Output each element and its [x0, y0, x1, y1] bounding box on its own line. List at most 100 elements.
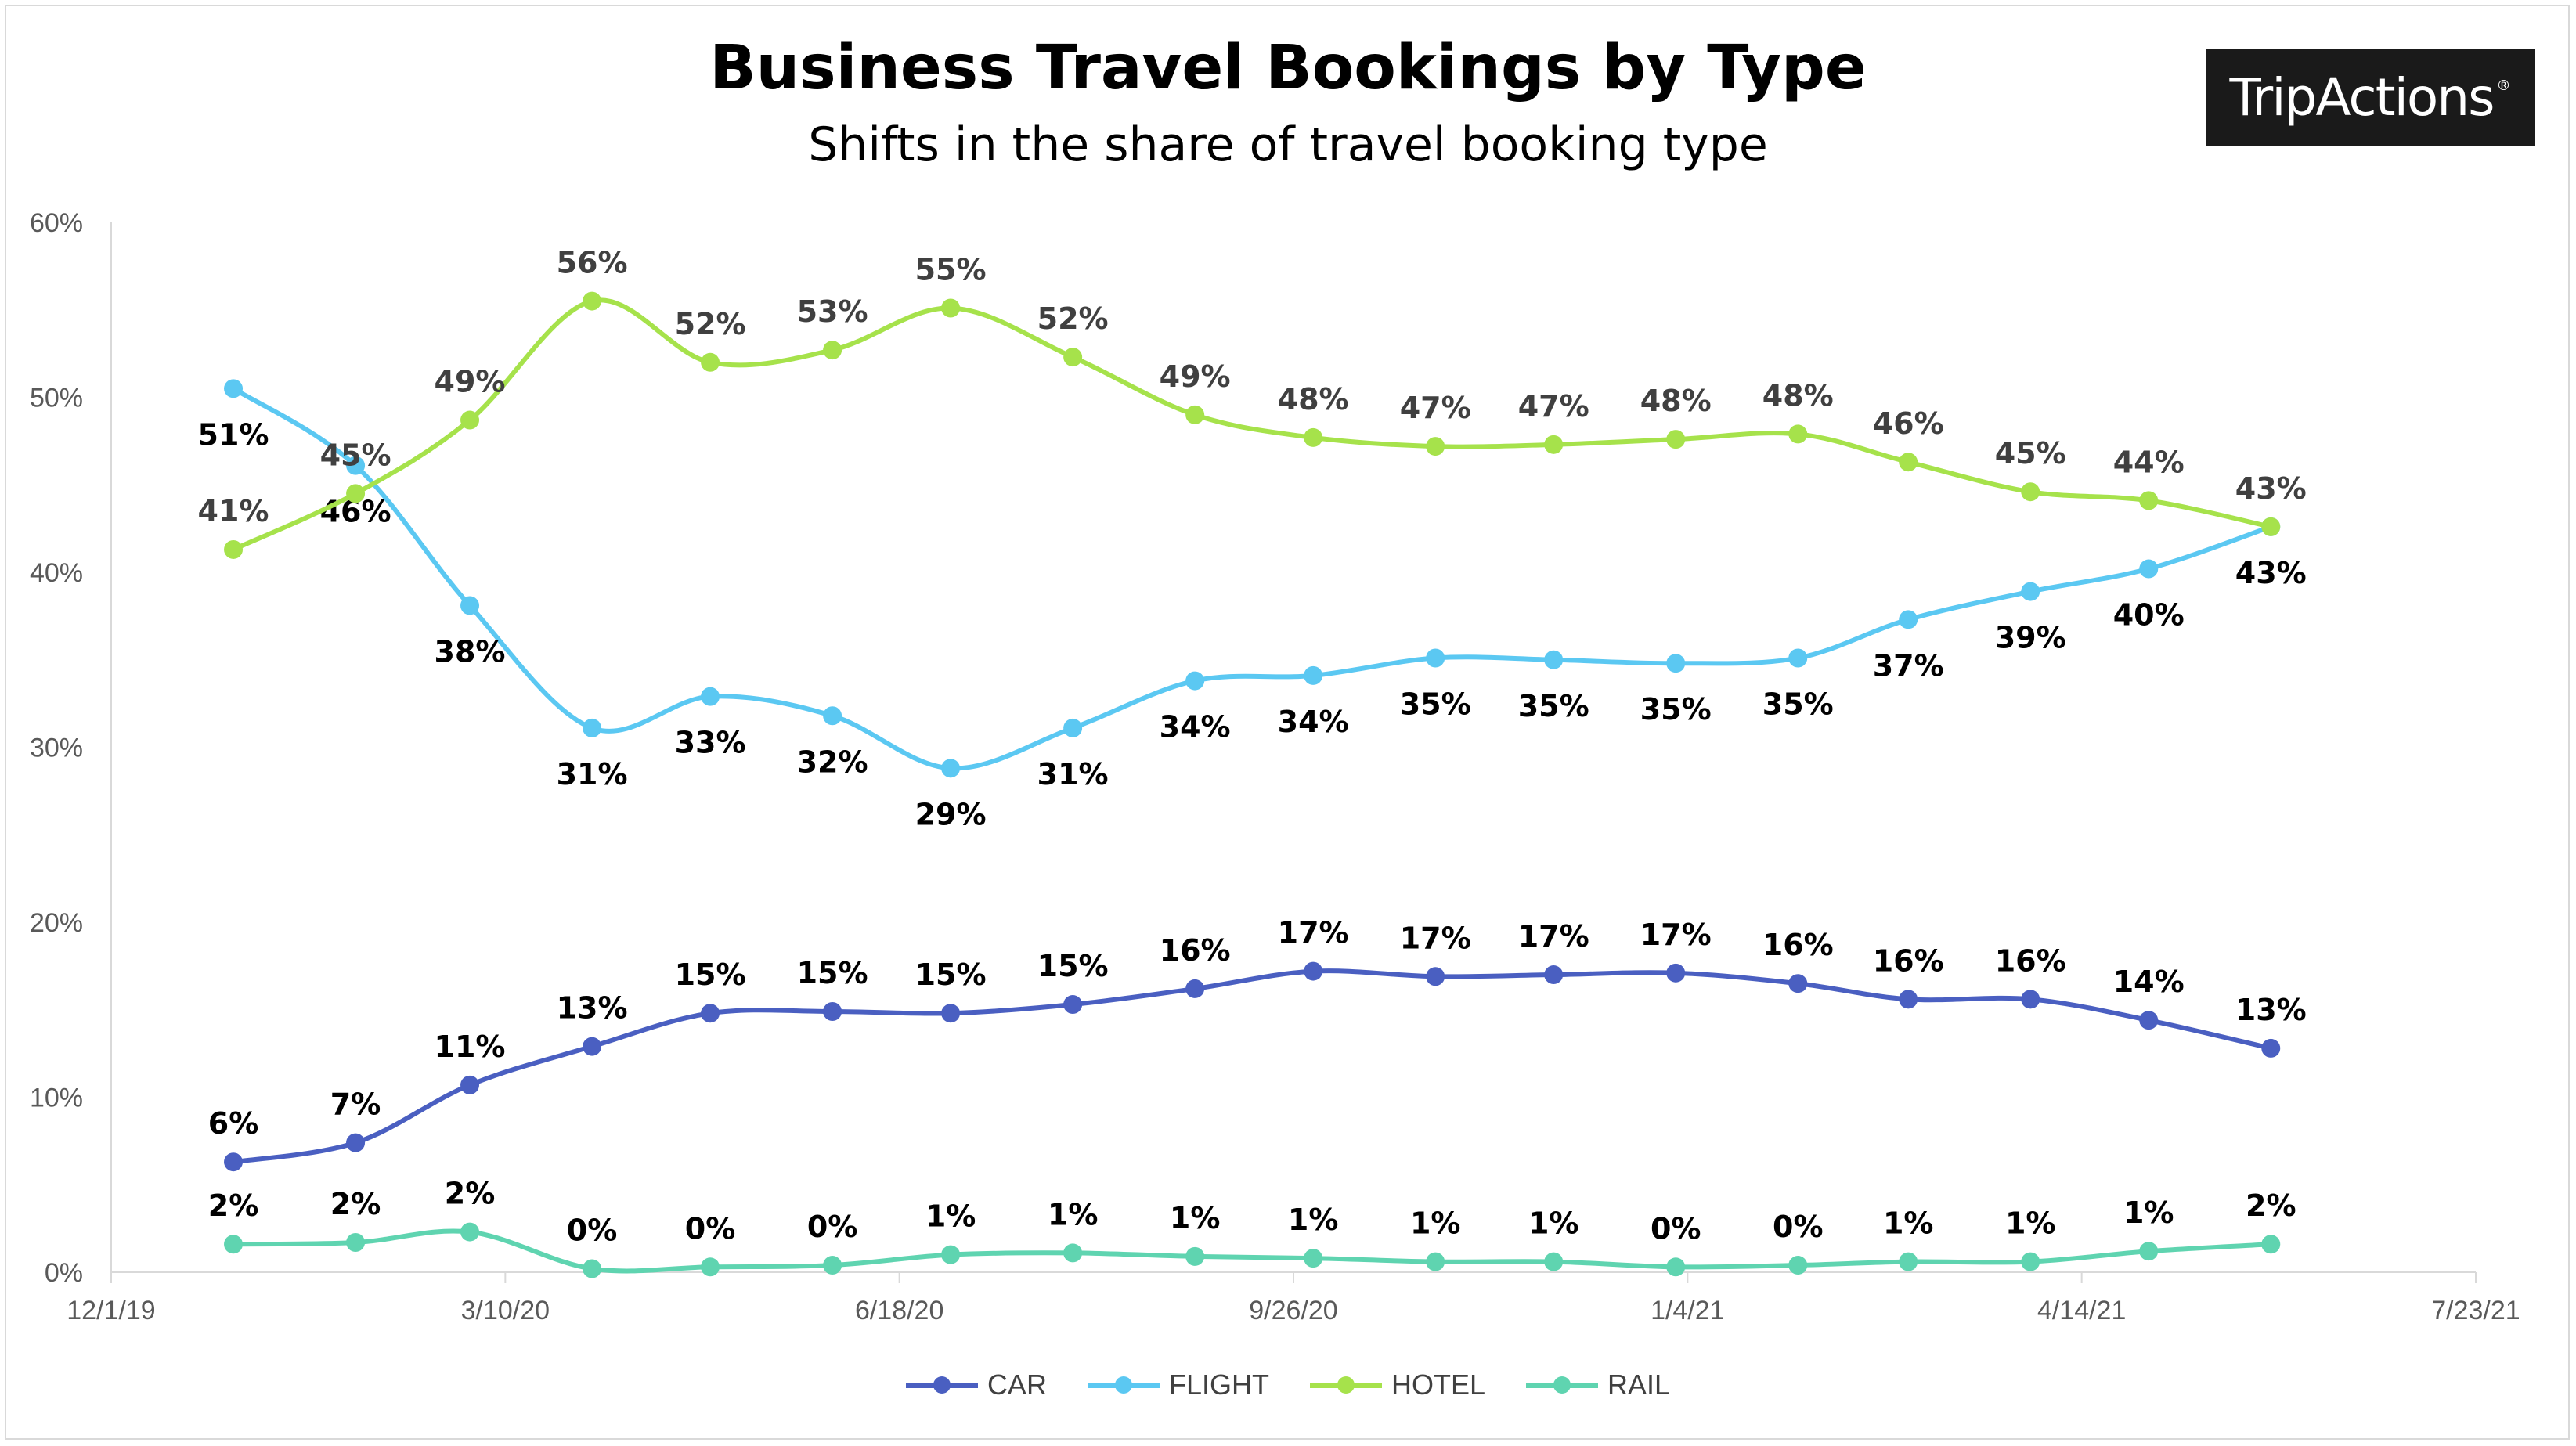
hotel-data-label: 47% — [1518, 389, 1589, 424]
car-data-label: 16% — [1160, 933, 1231, 968]
rail-data-label: 0% — [567, 1213, 618, 1248]
car-series-line — [233, 968, 2271, 1165]
hotel-point — [1666, 430, 1686, 449]
hotel-point — [1788, 424, 1808, 444]
flight-data-label: 35% — [1640, 692, 1712, 727]
hotel-data-label: 53% — [797, 294, 868, 329]
hotel-data-label: 48% — [1762, 378, 1834, 413]
chart-subtitle: Shifts in the share of travel booking ty… — [808, 117, 1768, 172]
hotel-data-label: 46% — [1873, 406, 1944, 441]
rail-point — [1185, 1246, 1205, 1266]
chart-frame — [5, 5, 2570, 1440]
rail-data-label: 2% — [330, 1187, 381, 1221]
flight-point — [2139, 559, 2159, 579]
rail-point — [823, 1256, 842, 1275]
rail-data-label: 2% — [208, 1188, 259, 1223]
flight-data-label: 38% — [435, 634, 506, 669]
flight-data-label: 31% — [1037, 757, 1109, 792]
car-point — [941, 1004, 961, 1023]
rail-point — [1788, 1256, 1808, 1275]
rail-point — [224, 1235, 244, 1254]
rail-point — [460, 1222, 480, 1242]
car-data-label: 7% — [330, 1087, 381, 1122]
hotel-data-label: 55% — [915, 253, 987, 287]
legend-swatch-rail — [1526, 1373, 1598, 1397]
flight-point — [1899, 610, 1918, 629]
hotel-data-label: 43% — [2235, 471, 2307, 506]
hotel-point — [583, 291, 602, 311]
car-data-label: 15% — [1037, 949, 1109, 983]
car-data-label: 17% — [1400, 921, 1471, 955]
registered-mark: ® — [2496, 77, 2511, 94]
flight-data-label: 34% — [1278, 705, 1349, 739]
car-point — [1544, 965, 1564, 985]
x-tick-label: 6/18/20 — [855, 1296, 943, 1325]
y-tick-label: 20% — [30, 908, 83, 938]
flight-point — [1666, 654, 1686, 673]
hotel-point — [460, 410, 480, 430]
flight-point — [941, 759, 961, 778]
rail-point — [2021, 1252, 2040, 1271]
car-point — [2021, 990, 2040, 1009]
car-point — [1899, 990, 1918, 1009]
rail-series-line — [233, 1228, 2271, 1274]
flight-point — [1304, 665, 1323, 685]
car-data-label: 16% — [1995, 943, 2066, 978]
flight-data-label: 35% — [1518, 689, 1589, 723]
chart-legend: CAR FLIGHT HOTEL RAIL — [0, 1368, 2576, 1401]
flight-data-label: 33% — [675, 726, 746, 760]
flight-point — [1544, 650, 1564, 669]
car-point — [1666, 963, 1686, 983]
rail-point — [2139, 1242, 2159, 1261]
car-data-label: 17% — [1640, 918, 1712, 952]
rail-data-label: 1% — [1170, 1201, 1221, 1235]
legend-item-hotel: HOTEL — [1309, 1368, 1485, 1401]
flight-point — [701, 687, 720, 706]
flight-data-label: 40% — [2113, 598, 2185, 633]
rail-data-label: 0% — [807, 1210, 858, 1244]
hotel-data-label: 56% — [557, 246, 628, 280]
legend-label-hotel: HOTEL — [1391, 1368, 1485, 1401]
flight-point — [1185, 671, 1205, 691]
flight-point — [346, 456, 366, 475]
hotel-point — [1063, 348, 1083, 367]
hotel-point — [1899, 453, 1918, 472]
legend-label-flight: FLIGHT — [1168, 1368, 1269, 1401]
legend-swatch-car — [905, 1373, 978, 1397]
flight-point — [460, 596, 480, 615]
car-data-label: 11% — [435, 1030, 506, 1064]
legend-item-car: CAR — [905, 1368, 1047, 1401]
car-point — [1426, 967, 1445, 986]
flight-data-label: 35% — [1400, 687, 1471, 722]
hotel-data-label: 45% — [320, 438, 391, 472]
hotel-point — [1304, 427, 1323, 447]
flight-point — [1788, 648, 1808, 668]
rail-point — [2261, 1235, 2281, 1254]
rail-point — [941, 1245, 961, 1264]
rail-point — [1666, 1257, 1686, 1277]
hotel-point — [2261, 517, 2281, 536]
flight-point — [583, 718, 602, 737]
flight-series-line — [232, 386, 2272, 771]
x-tick-label: 4/14/21 — [2037, 1296, 2126, 1325]
rail-data-label: 1% — [2123, 1195, 2174, 1230]
rail-data-label: 0% — [1773, 1210, 1824, 1244]
rail-point — [583, 1259, 602, 1278]
car-point — [346, 1133, 366, 1152]
car-point — [1063, 995, 1083, 1015]
flight-data-label: 34% — [1160, 710, 1231, 745]
rail-point — [1063, 1243, 1083, 1263]
legend-item-rail: RAIL — [1526, 1368, 1670, 1401]
hotel-point — [941, 298, 961, 318]
legend-item-flight: FLIGHT — [1087, 1368, 1269, 1401]
x-tick-label: 12/1/19 — [67, 1296, 155, 1325]
hotel-point — [346, 484, 366, 503]
hotel-data-label: 52% — [1037, 301, 1109, 336]
flight-point — [1426, 648, 1445, 668]
car-point — [2261, 1038, 2281, 1058]
rail-point — [1426, 1252, 1445, 1271]
flight-data-label: 51% — [198, 417, 269, 452]
hotel-point — [1426, 437, 1445, 456]
hotel-point — [701, 352, 720, 372]
